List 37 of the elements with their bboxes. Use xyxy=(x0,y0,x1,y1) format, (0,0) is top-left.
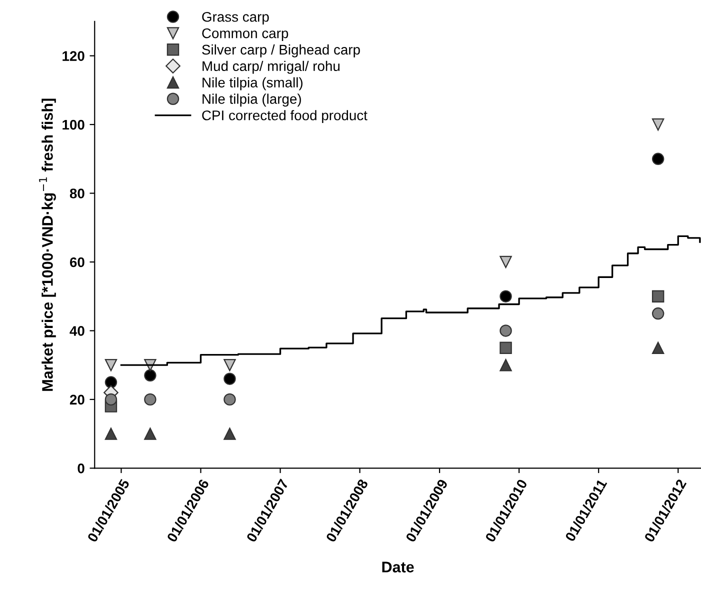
point xyxy=(104,393,118,406)
point xyxy=(104,428,118,440)
y-tick-label: 100 xyxy=(62,120,84,130)
legend-label: Common carp xyxy=(202,28,288,41)
point xyxy=(144,393,156,406)
y-tick-label: 120 xyxy=(62,51,84,61)
y-tick-label: 40 xyxy=(70,326,84,336)
y-tick-label: 20 xyxy=(70,394,84,405)
legend-label: Silver carp / Bighead carp xyxy=(202,44,360,58)
legend-label: Mud carp/ mrigal/ rohu xyxy=(202,60,340,74)
x-axis-title: Date xyxy=(382,562,414,572)
point xyxy=(652,307,664,320)
point xyxy=(500,256,512,268)
point xyxy=(652,342,664,354)
point xyxy=(500,358,512,372)
point xyxy=(652,118,664,131)
point xyxy=(144,369,156,382)
point xyxy=(224,358,236,372)
point xyxy=(104,376,118,388)
y-tick-label: 0 xyxy=(78,464,84,474)
point xyxy=(104,358,118,372)
point xyxy=(224,372,236,385)
legend-label: CPI corrected food product xyxy=(202,110,368,124)
y-axis-title: Market price [*1000·VND·kg$^{−1}$ fresh fish] xyxy=(39,98,56,391)
point xyxy=(500,290,512,302)
legend-label: Nile tilpia (large) xyxy=(202,94,301,107)
point xyxy=(500,324,512,337)
point xyxy=(224,428,236,440)
y-tick-label: 80 xyxy=(70,188,84,198)
point xyxy=(500,342,512,354)
point xyxy=(652,290,664,302)
y-tick-label: 60 xyxy=(70,257,84,268)
legend-label: Nile tilpia (small) xyxy=(202,77,302,90)
point xyxy=(144,428,156,440)
legend-label: Grass carp xyxy=(202,12,269,25)
point xyxy=(652,152,664,165)
point xyxy=(224,393,236,406)
